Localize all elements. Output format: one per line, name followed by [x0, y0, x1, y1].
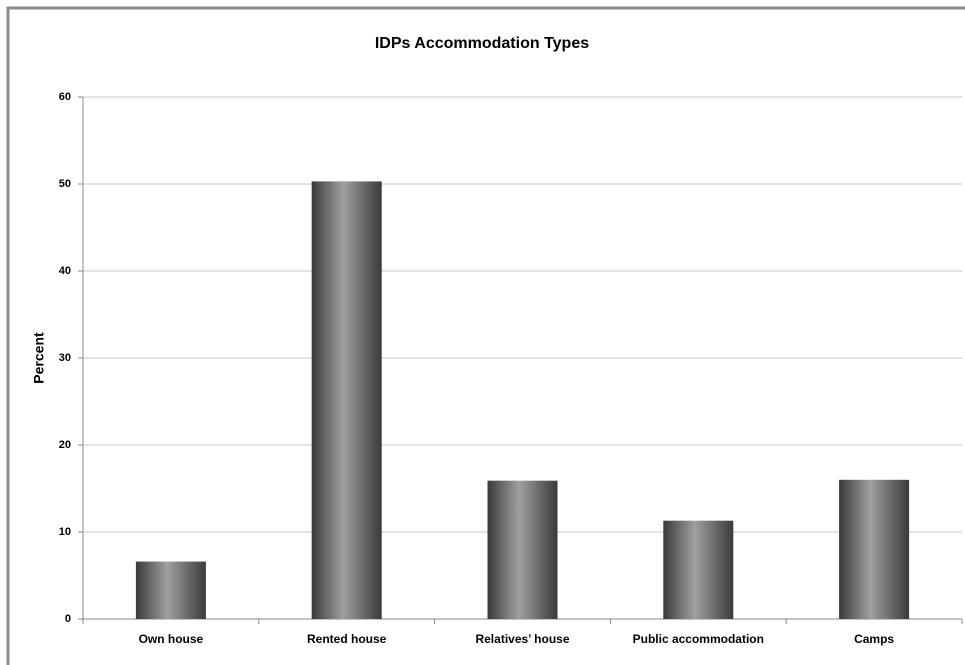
- bar: [839, 479, 910, 619]
- x-tick-label: Relatives’ house: [475, 632, 569, 646]
- x-tick-label: Camps: [854, 632, 894, 646]
- bar: [487, 480, 558, 619]
- y-tick-label: 20: [59, 439, 71, 451]
- x-tick-label: Rented house: [307, 632, 387, 646]
- y-tick-label: 30: [59, 352, 71, 364]
- x-tick-label: Public accommodation: [633, 632, 764, 646]
- bar: [311, 181, 382, 619]
- y-tick-label: 60: [59, 91, 71, 103]
- bar: [663, 520, 734, 619]
- bar: [135, 561, 206, 619]
- chart-title: IDPs Accommodation Types: [375, 35, 589, 52]
- y-tick-label: 40: [59, 265, 71, 277]
- y-tick-label: 10: [59, 526, 71, 538]
- y-tick-label: 0: [65, 613, 71, 625]
- x-tick-label: Own house: [139, 632, 204, 646]
- y-tick-label: 50: [59, 178, 71, 190]
- chart-frame: [6, 6, 965, 665]
- y-axis-label: Percent: [31, 332, 47, 384]
